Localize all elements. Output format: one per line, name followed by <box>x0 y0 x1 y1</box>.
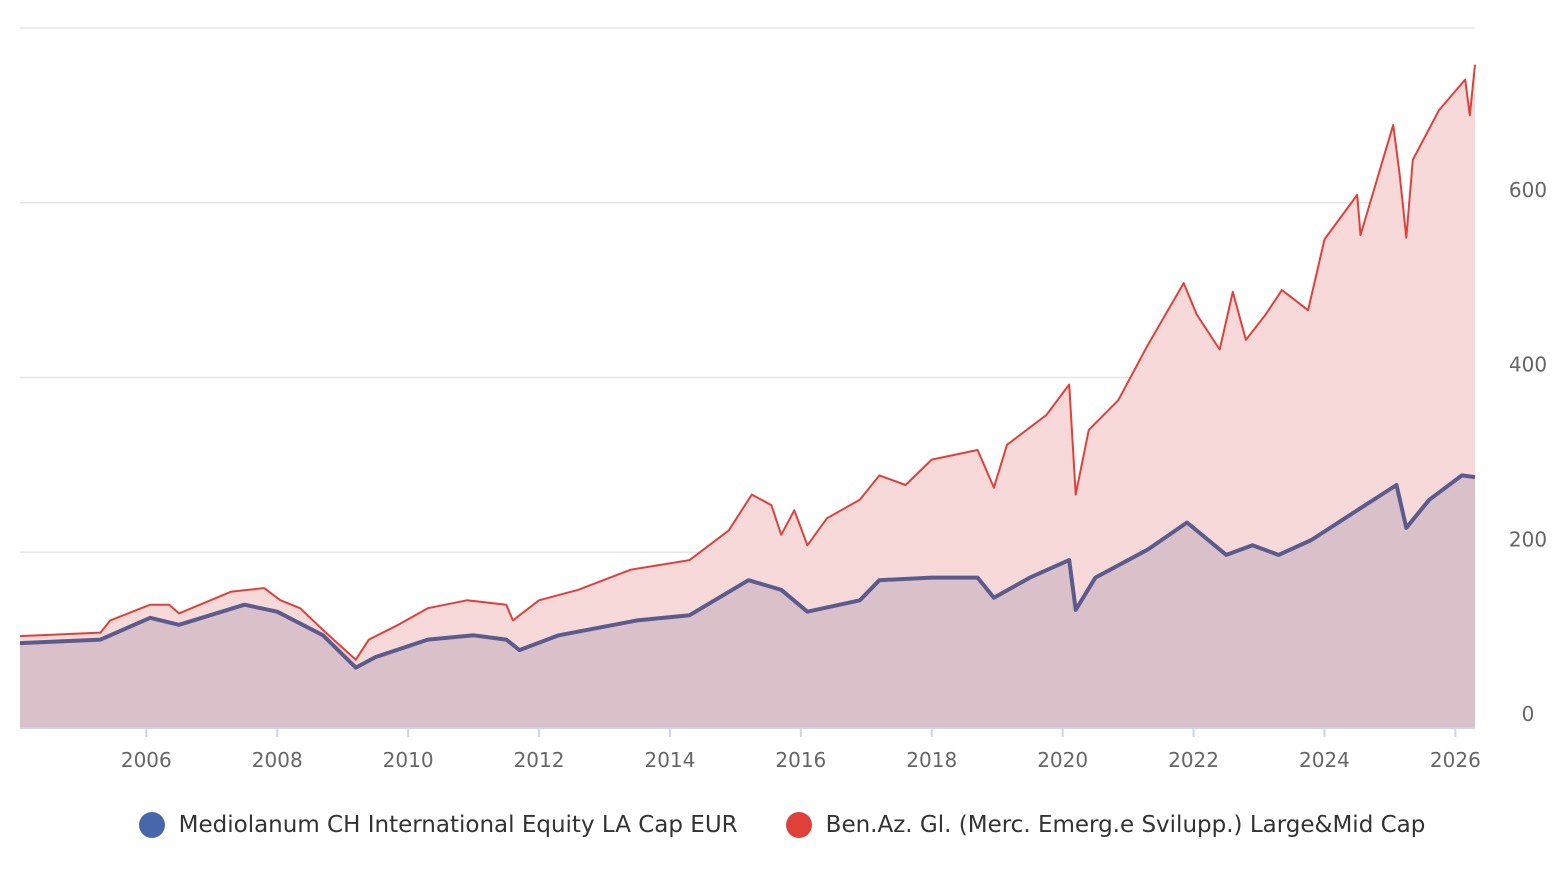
series-area-1 <box>20 475 1475 727</box>
legend-label-mediolanum: Mediolanum CH International Equity LA Ca… <box>178 812 738 838</box>
x-tick-label: 2018 <box>906 748 957 772</box>
series-area-0 <box>20 64 1475 727</box>
legend: Mediolanum CH International Equity LA Ca… <box>0 812 1564 838</box>
legend-item-benchmark[interactable]: Ben.Az. Gl. (Merc. Emerg.e Svilupp.) Lar… <box>785 812 1426 838</box>
x-tick-label: 2012 <box>514 748 565 772</box>
legend-label-benchmark: Ben.Az. Gl. (Merc. Emerg.e Svilupp.) Lar… <box>825 812 1426 838</box>
x-tick-label: 2022 <box>1168 748 1219 772</box>
x-tick-label: 2006 <box>121 748 172 772</box>
legend-item-mediolanum[interactable]: Mediolanum CH International Equity LA Ca… <box>138 812 738 838</box>
x-tick-label: 2010 <box>383 748 434 772</box>
x-tick-label: 2016 <box>775 748 826 772</box>
x-tick-label: 2014 <box>644 748 695 772</box>
x-tick-label: 2020 <box>1037 748 1088 772</box>
series-line-0 <box>19 64 1476 661</box>
x-tick-label: 2008 <box>252 748 303 772</box>
y-tick-label: 600 <box>1509 178 1547 202</box>
y-tick-label: 400 <box>1509 353 1547 377</box>
y-tick-label: 0 <box>1522 702 1535 726</box>
legend-dot-mediolanum <box>138 812 165 838</box>
y-tick-label: 200 <box>1509 527 1547 551</box>
series-line-1 <box>19 473 1476 670</box>
x-tick-label: 2024 <box>1299 748 1350 772</box>
chart: 2006 2008 2010 2012 2014 2016 2018 2020 2022 2024… <box>19 27 1547 772</box>
x-tick-label: 2026 <box>1430 748 1481 772</box>
legend-dot-benchmark <box>785 812 812 838</box>
